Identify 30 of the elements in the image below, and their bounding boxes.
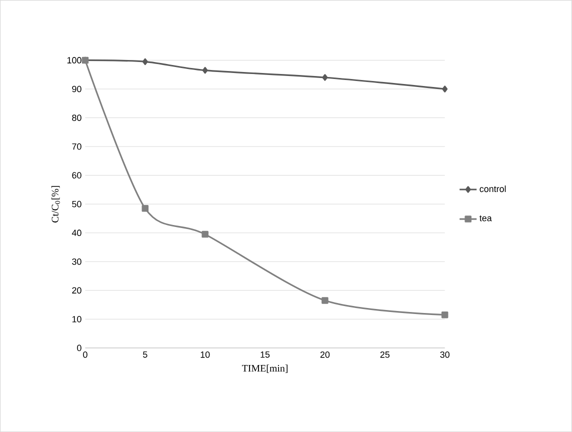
x-tick-label: 0 <box>83 351 88 358</box>
x-tick-label: 30 <box>440 351 450 358</box>
legend-label: control <box>480 185 506 192</box>
x-tick-label: 10 <box>200 351 210 358</box>
y-tick-label: 40 <box>72 230 82 236</box>
y-tick-label: 100 <box>67 56 82 64</box>
point <box>442 86 448 92</box>
y-tick-label: 20 <box>72 287 82 294</box>
y-tick-label: 80 <box>72 114 82 121</box>
legend-label: tea <box>480 215 492 222</box>
point <box>441 311 448 318</box>
point <box>142 58 148 65</box>
y-tick-label: 90 <box>72 86 82 92</box>
y-tick-label: 0 <box>77 344 82 352</box>
y-tick-label: 30 <box>72 258 82 265</box>
point <box>202 66 208 74</box>
y-tick-label: 50 <box>72 200 82 208</box>
point <box>142 204 149 212</box>
x-tick-label: 15 <box>260 351 270 358</box>
x-tick-label: 25 <box>380 351 390 358</box>
point <box>202 230 208 238</box>
point <box>322 74 328 81</box>
point <box>322 297 328 304</box>
y-tick-label: 70 <box>72 143 82 150</box>
x-tick-label: 5 <box>143 351 148 358</box>
y-axis-title: Ct/C$_{0}$[%] <box>51 186 60 222</box>
x-axis-title: TIME[min] <box>242 364 288 373</box>
y-tick-label: 60 <box>72 172 82 178</box>
y-tick-label: 10 <box>72 316 82 322</box>
x-tick-label: 20 <box>320 351 330 358</box>
